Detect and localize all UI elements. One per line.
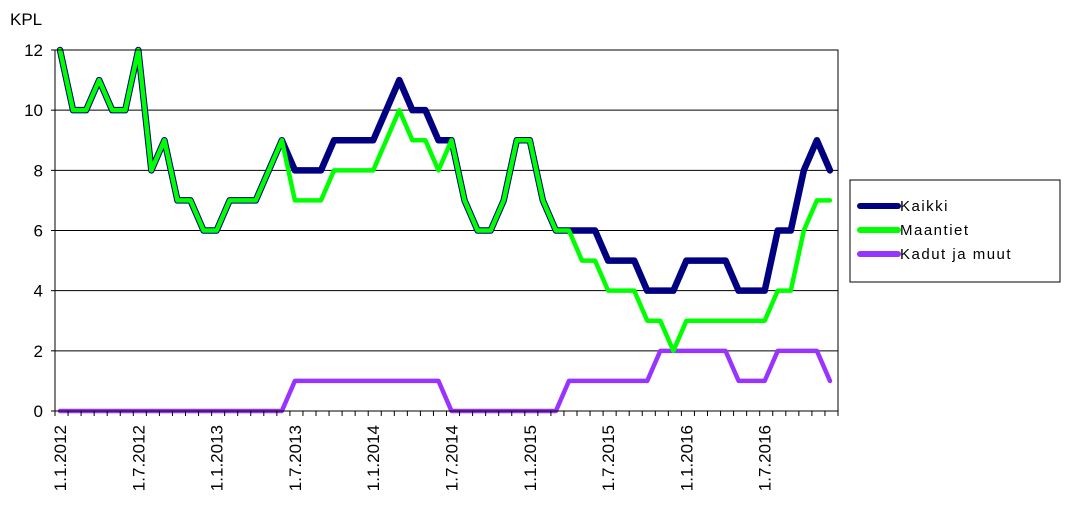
x-tick-label: 1.1.2016 — [677, 425, 696, 491]
y-tick-label: 2 — [34, 342, 43, 361]
x-tick-label: 1.7.2013 — [286, 425, 305, 491]
x-tick-label: 1.7.2012 — [129, 425, 148, 491]
legend-label: Maantiet — [900, 222, 970, 239]
x-tick-labels: 1.1.2012 1.7.2012 1.1.2013 1.7.2013 1.1.2014… — [51, 425, 775, 491]
axes — [54, 411, 839, 416]
x-tick-label: 1.7.2014 — [443, 425, 462, 491]
y-tick-label: 4 — [34, 282, 43, 301]
y-tick-labels: 0 2 4 6 8 10 12 — [24, 41, 43, 421]
y-axis-unit-label: KPL — [10, 10, 42, 29]
y-tick-label: 12 — [24, 41, 43, 60]
y-tick-label: 8 — [34, 161, 43, 180]
x-tick-label: 1.1.2013 — [208, 425, 227, 491]
series-line-maantiet — [57, 47, 833, 354]
y-tick-label: 0 — [34, 402, 43, 421]
x-tick-label: 1.7.2015 — [599, 425, 618, 491]
y-tick-label: 6 — [34, 222, 43, 241]
grid-lines — [51, 49, 838, 412]
x-tick-label: 1.1.2015 — [521, 425, 540, 491]
series-line-kadut-ja-muut — [57, 348, 833, 414]
legend-label: Kadut ja muut — [900, 246, 1012, 263]
x-tick-label: 1.1.2014 — [364, 425, 383, 491]
x-tick-label: 1.1.2012 — [51, 425, 70, 491]
y-tick-label: 10 — [24, 101, 43, 120]
legend-label: Kaikki — [900, 198, 949, 215]
x-tick-label: 1.7.2016 — [756, 425, 775, 491]
legend: Kaikki Maantiet Kadut ja muut — [849, 179, 1061, 283]
